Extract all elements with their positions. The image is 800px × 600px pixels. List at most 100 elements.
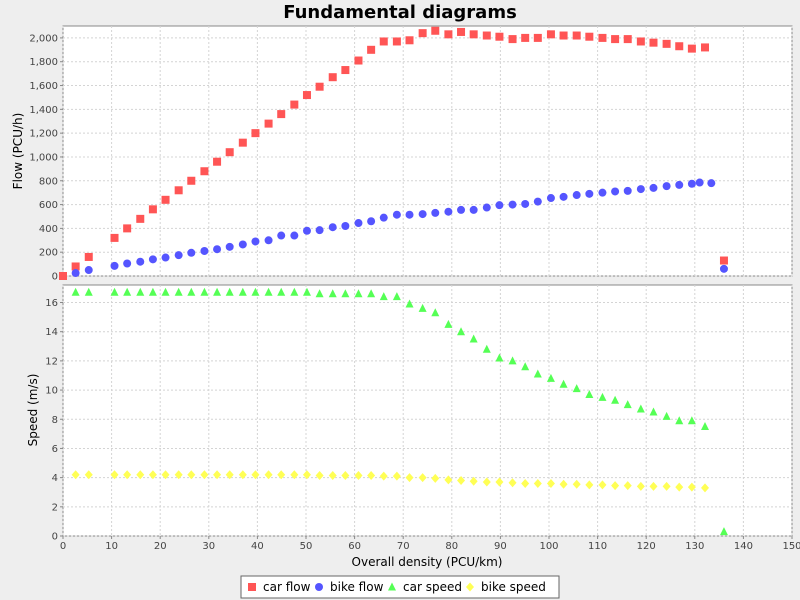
bike-speed-point — [213, 470, 222, 480]
car-speed-point — [457, 327, 466, 336]
bike-speed-point — [533, 478, 542, 488]
x-tick-label: 80 — [445, 541, 458, 552]
car-flow-point — [302, 91, 311, 100]
car-flow-point — [687, 44, 696, 53]
x-tick-label: 0 — [60, 541, 66, 552]
car-speed-point — [719, 527, 728, 536]
bike-speed-point — [495, 477, 504, 487]
x-tick-label: 100 — [539, 541, 558, 552]
bike-speed-point — [444, 475, 453, 485]
car-flow-point — [649, 38, 658, 47]
car-speed-point — [559, 379, 568, 388]
y-tick-label: 10 — [45, 386, 58, 397]
y-tick-label: 14 — [45, 327, 58, 338]
car-flow-point — [701, 43, 710, 52]
bike-flow-point — [174, 251, 183, 260]
car-flow-point — [71, 262, 80, 271]
car-flow-point — [611, 35, 620, 44]
car-flow-point — [598, 33, 607, 42]
bike-speed-point — [469, 476, 478, 486]
car-speed-point — [533, 369, 542, 378]
bike-speed-point — [418, 473, 427, 483]
bike-speed-point — [598, 480, 607, 490]
car-flow-point — [495, 32, 504, 41]
y-tick-label: 1,000 — [29, 152, 58, 163]
bike-flow-point — [572, 191, 581, 200]
legend-label: bike speed — [481, 580, 546, 594]
car-speed-point — [649, 407, 658, 416]
bike-speed-point — [315, 470, 324, 480]
bike-speed-point — [559, 479, 568, 489]
y-tick-label: 6 — [52, 444, 58, 455]
bike-flow-point — [495, 201, 504, 210]
legend-label: car flow — [263, 580, 311, 594]
car-flow-point — [123, 224, 132, 233]
bike-speed-point — [328, 470, 337, 480]
bike-speed-point — [84, 470, 93, 480]
car-speed-point — [302, 287, 311, 296]
bike-flow-point — [559, 192, 568, 201]
car-flow-point — [277, 110, 286, 119]
car-speed-point — [161, 287, 170, 296]
bike-flow-point — [418, 210, 427, 219]
y-tick-label: 2 — [52, 502, 58, 513]
y-tick-label: 0 — [52, 272, 58, 283]
flow-plot-area — [62, 25, 793, 277]
car-speed-point — [701, 422, 710, 431]
x-tick-label: 70 — [397, 541, 410, 552]
bike-speed-point — [123, 470, 132, 480]
car-speed-point — [469, 334, 478, 343]
y-tick-label: 1,200 — [29, 129, 58, 140]
car-flow-point — [675, 42, 684, 51]
bike-speed-series — [71, 470, 710, 493]
legend-label: bike flow — [330, 580, 384, 594]
legend: car flow bike flow car speed bike speed — [240, 575, 560, 599]
car-flow-point — [719, 256, 728, 265]
flow-gridlines — [62, 26, 793, 277]
car-speed-point — [444, 319, 453, 328]
y-tick-label: 2,000 — [29, 33, 58, 44]
car-flow-point — [636, 37, 645, 46]
car-flow-point — [508, 35, 517, 44]
car-speed-point — [341, 289, 350, 298]
car-speed-point — [136, 287, 145, 296]
car-speed-point — [290, 287, 299, 296]
bike-flow-point — [161, 253, 170, 262]
bike-flow-point — [379, 213, 388, 222]
bike-flow-point — [225, 242, 234, 251]
y-tick-label: 1,400 — [29, 105, 58, 116]
bike-flow-point — [649, 183, 658, 192]
car-speed-point — [611, 395, 620, 404]
bike-flow-point — [110, 261, 119, 270]
bike-flow-point — [290, 231, 299, 240]
bike-speed-point — [636, 481, 645, 491]
car-flow-point — [341, 66, 350, 75]
car-flow-point — [174, 186, 183, 195]
bike-speed-point — [187, 470, 196, 480]
chart-title: Fundamental diagrams — [283, 2, 517, 23]
bike-flow-point — [123, 259, 132, 268]
bike-speed-point — [431, 473, 440, 483]
bike-speed-point — [675, 482, 684, 492]
car-speed-point — [251, 287, 260, 296]
bike-flow-point — [611, 187, 620, 196]
car-flow-point — [264, 119, 273, 128]
bike-flow-point — [444, 207, 453, 216]
car-flow-point — [405, 36, 414, 45]
bike-flow-point — [482, 203, 491, 212]
car-speed-point — [623, 400, 632, 409]
x-tick-label: 60 — [348, 541, 361, 552]
car-flow-point — [418, 29, 427, 38]
bike-speed-point — [482, 477, 491, 487]
bike-speed-point — [508, 478, 517, 488]
y-tick-label: 4 — [52, 473, 58, 484]
bike-flow-point — [687, 179, 696, 188]
legend-label: car speed — [403, 580, 462, 594]
car-speed-point — [84, 287, 93, 296]
bike-flow-point — [707, 179, 716, 188]
bike-flow-point — [598, 188, 607, 197]
car-flow-point — [84, 252, 93, 261]
bike-flow-point — [264, 236, 273, 245]
bike-flow-series — [71, 178, 728, 278]
bike-flow-point — [695, 178, 704, 187]
